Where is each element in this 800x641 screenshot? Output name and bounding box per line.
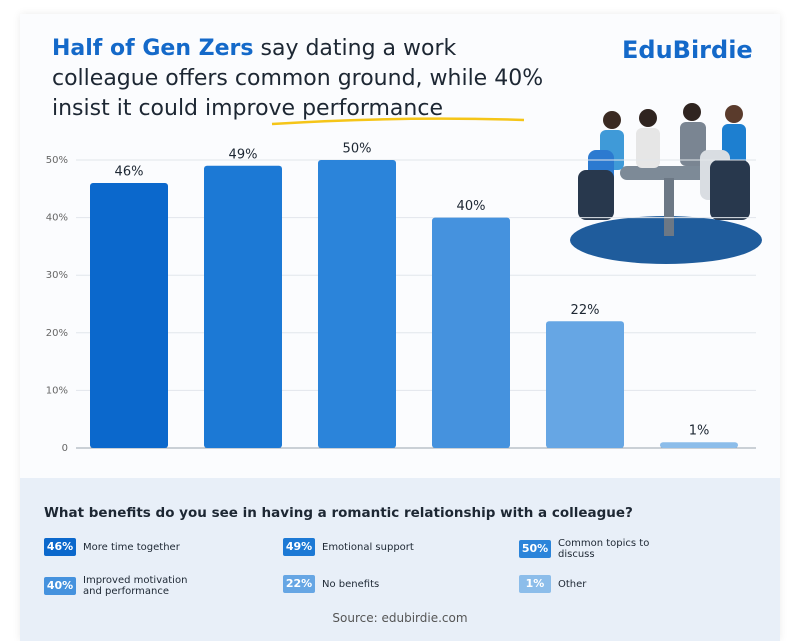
y-tick-label: 30% <box>46 270 68 281</box>
legend-badge: 1% <box>519 575 551 593</box>
y-tick-label: 0 <box>62 443 68 454</box>
y-tick-label: 10% <box>46 385 68 396</box>
bar <box>204 165 282 448</box>
value-label: 46% <box>115 165 144 180</box>
y-tick-label: 40% <box>46 213 68 224</box>
bar <box>660 442 738 448</box>
y-tick-label: 50% <box>46 155 68 166</box>
bar <box>318 160 396 448</box>
question: What benefits do you see in having a rom… <box>44 505 633 521</box>
legend-label: Common topics to discuss <box>558 538 650 560</box>
legend-item: 49% Emotional support <box>283 538 483 556</box>
legend-label: Improved motivation and performance <box>83 575 188 597</box>
bar <box>432 217 510 448</box>
legend-label: Emotional support <box>322 541 414 553</box>
value-label: 22% <box>571 303 600 318</box>
y-tick-label: 20% <box>46 328 68 339</box>
bar <box>546 321 624 448</box>
brand: EduBirdie <box>622 36 753 64</box>
legend-badge: 49% <box>283 538 315 556</box>
legend-label: Other <box>558 578 587 590</box>
title-text: say dating a work colleague offers commo… <box>52 36 544 121</box>
legend-badge: 22% <box>283 575 315 593</box>
legend-item: 1% Other <box>519 575 719 593</box>
title-highlight: Half of Gen Zers <box>52 36 254 61</box>
illustration <box>570 103 762 264</box>
legend-badge: 40% <box>44 577 76 595</box>
legend-item: 46% More time together <box>44 538 244 556</box>
value-label: 50% <box>343 142 372 157</box>
legend-panel <box>20 478 780 641</box>
legend-badge: 50% <box>519 540 551 558</box>
legend-item: 40% Improved motivation and performance <box>44 575 244 597</box>
value-label: 1% <box>689 424 710 439</box>
value-label: 49% <box>229 147 258 162</box>
legend-label: More time together <box>83 541 180 553</box>
chart-title: Half of Gen Zers say dating a work colle… <box>52 34 552 124</box>
legend-label: No benefits <box>322 578 380 590</box>
underline <box>271 117 525 126</box>
source: Source: edubirdie.com <box>332 611 468 625</box>
legend-badge: 46% <box>44 538 76 556</box>
value-label: 40% <box>457 199 486 214</box>
legend-item: 50% Common topics to discuss <box>519 538 719 560</box>
bar <box>90 183 168 449</box>
legend-item: 22% No benefits <box>283 575 483 593</box>
